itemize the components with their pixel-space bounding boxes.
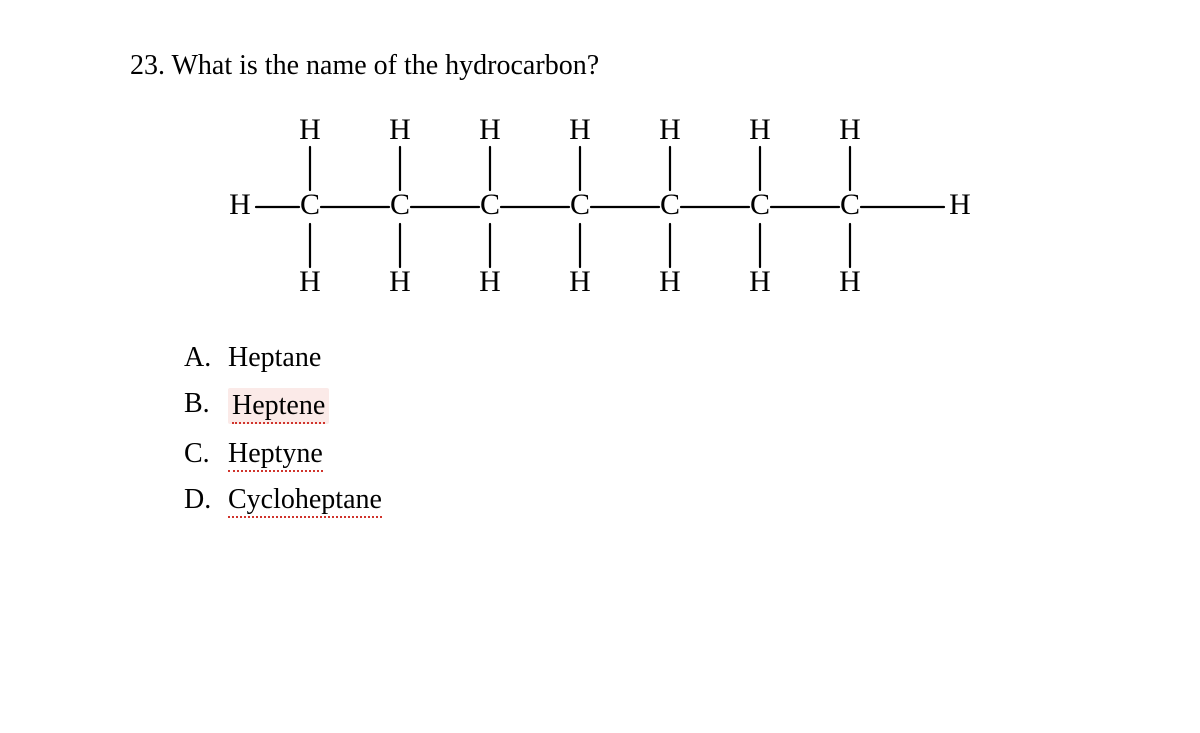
svg-text:H: H (659, 265, 681, 298)
option-b: B. Heptene (184, 388, 1200, 424)
option-letter: A. (184, 342, 228, 374)
question-number: 23. (130, 50, 165, 81)
svg-text:H: H (949, 188, 971, 221)
option-d: D. Cycloheptane (184, 484, 1200, 516)
svg-text:H: H (839, 113, 861, 146)
question-line: 23. What is the name of the hydrocarbon? (130, 50, 1200, 82)
option-underlined-text: Cycloheptane (228, 484, 382, 518)
option-c: C. Heptyne (184, 438, 1200, 470)
svg-text:C: C (750, 188, 770, 221)
svg-text:H: H (749, 265, 771, 298)
svg-text:H: H (659, 113, 681, 146)
options-list: A. Heptane B. Heptene C. Heptyne D. Cycl… (184, 342, 1200, 516)
option-a: A. Heptane (184, 342, 1200, 374)
svg-text:C: C (660, 188, 680, 221)
molecule-diagram: H H H H H H H C C C C C C C H H H H H H H H H (180, 102, 1200, 312)
question-text: What is the name of the hydrocarbon? (172, 50, 600, 81)
svg-text:H: H (839, 265, 861, 298)
svg-text:H: H (389, 265, 411, 298)
svg-text:H: H (299, 265, 321, 298)
svg-text:H: H (299, 113, 321, 146)
svg-text:H: H (389, 113, 411, 146)
option-letter: C. (184, 438, 228, 470)
svg-text:H: H (749, 113, 771, 146)
svg-text:C: C (480, 188, 500, 221)
svg-text:H: H (479, 265, 501, 298)
svg-text:H: H (229, 188, 251, 221)
svg-text:C: C (300, 188, 320, 221)
option-underlined-text: Heptene (232, 390, 325, 424)
option-underlined-text: Heptyne (228, 438, 323, 472)
option-letter: B. (184, 388, 228, 420)
svg-text:C: C (570, 188, 590, 221)
option-text: Heptene (228, 388, 329, 424)
svg-text:H: H (569, 113, 591, 146)
svg-text:C: C (390, 188, 410, 221)
option-letter: D. (184, 484, 228, 516)
option-text: Heptane (228, 342, 321, 374)
svg-text:H: H (569, 265, 591, 298)
svg-text:C: C (840, 188, 860, 221)
option-text: Heptyne (228, 438, 323, 470)
svg-text:H: H (479, 113, 501, 146)
option-text: Cycloheptane (228, 484, 382, 516)
